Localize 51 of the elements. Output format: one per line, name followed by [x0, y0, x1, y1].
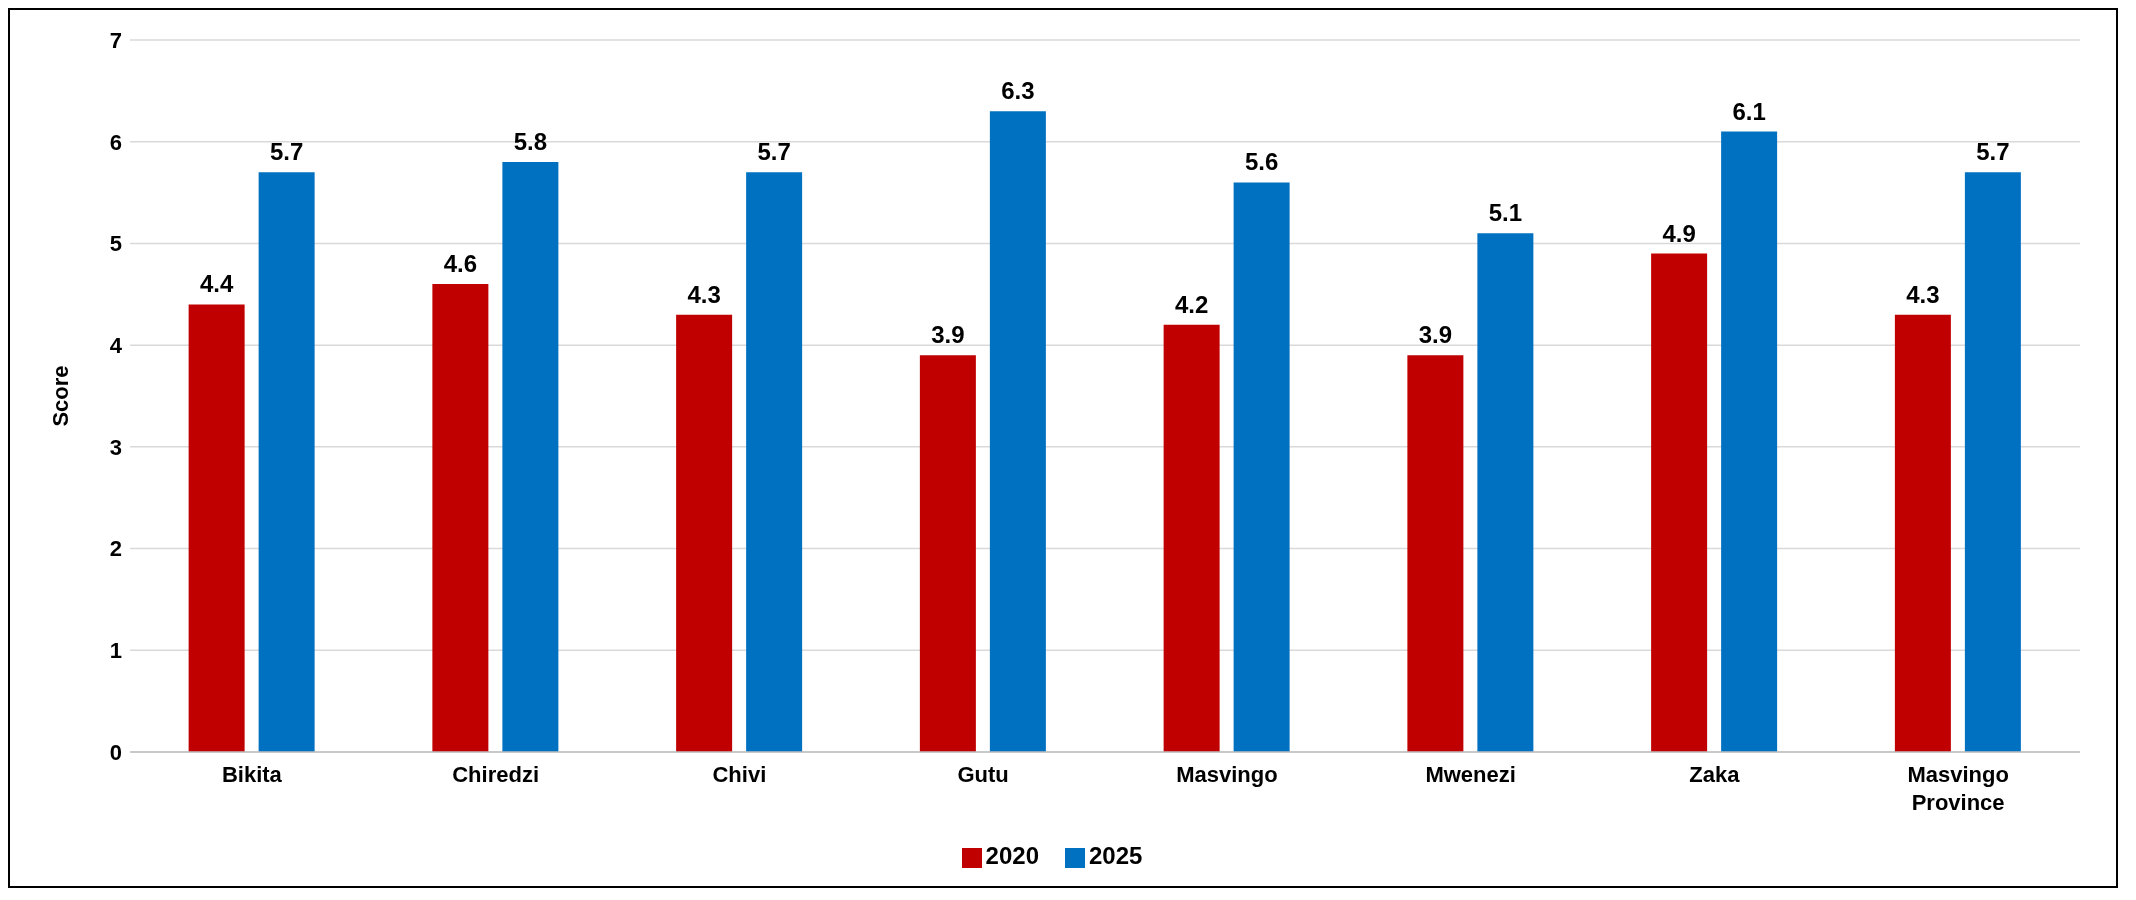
bar [746, 172, 803, 752]
bar [989, 111, 1046, 752]
x-tick-label: Zaka [1689, 762, 1741, 787]
data-label: 5.7 [269, 138, 304, 166]
legend-label: 2020 [985, 842, 1039, 869]
bar [1477, 233, 1534, 752]
data-label: 3.9 [931, 321, 965, 349]
bar [1721, 131, 1778, 752]
data-label: 5.7 [757, 138, 791, 166]
x-tick-label: Bikita [221, 762, 283, 787]
x-tick-label: Masvingo Province [1907, 762, 2009, 815]
bar [1964, 172, 2021, 752]
data-label: 4.3 [687, 280, 721, 308]
x-tick-label: Gutu [957, 762, 1009, 787]
data-label: 4.9 [1662, 219, 1696, 247]
data-label: 5.8 [513, 128, 548, 156]
data-label: 5.1 [1488, 199, 1523, 227]
y-tick-label: 2 [109, 536, 122, 562]
data-label: 5.7 [1976, 138, 2010, 166]
data-label: 5.6 [1244, 148, 1279, 176]
bar [676, 314, 733, 752]
y-tick-label: 6 [109, 129, 122, 155]
data-label: 6.1 [1732, 97, 1766, 125]
x-tick-label: Masvingo [1176, 762, 1278, 787]
legend-label: 2025 [1089, 842, 1143, 869]
y-tick-label: 5 [109, 231, 122, 257]
bar [258, 172, 315, 752]
bar [1233, 182, 1290, 752]
bar [1651, 253, 1708, 752]
bar [919, 355, 976, 752]
bar [188, 304, 245, 752]
y-tick-label: 0 [109, 739, 122, 765]
bar [1163, 324, 1220, 752]
bar [432, 284, 489, 752]
bar [1407, 355, 1464, 752]
y-tick-label: 4 [109, 332, 123, 358]
x-tick-label: Mwenezi [1425, 762, 1516, 787]
y-axis-title: Score [47, 365, 73, 427]
data-label: 6.3 [1001, 77, 1035, 105]
y-tick-label: 1 [109, 638, 122, 664]
data-label: 3.9 [1418, 321, 1453, 349]
data-label: 4.6 [443, 250, 478, 278]
y-tick-label: 3 [109, 434, 122, 460]
data-label: 4.4 [199, 270, 234, 298]
data-label: 4.3 [1906, 280, 1940, 308]
x-tick-label: Chivi [712, 762, 767, 787]
data-label: 4.2 [1174, 290, 1209, 318]
x-tick-label: Chiredzi [452, 762, 540, 787]
bar [1894, 314, 1951, 752]
y-tick-label: 7 [109, 27, 122, 53]
bar [502, 162, 559, 752]
